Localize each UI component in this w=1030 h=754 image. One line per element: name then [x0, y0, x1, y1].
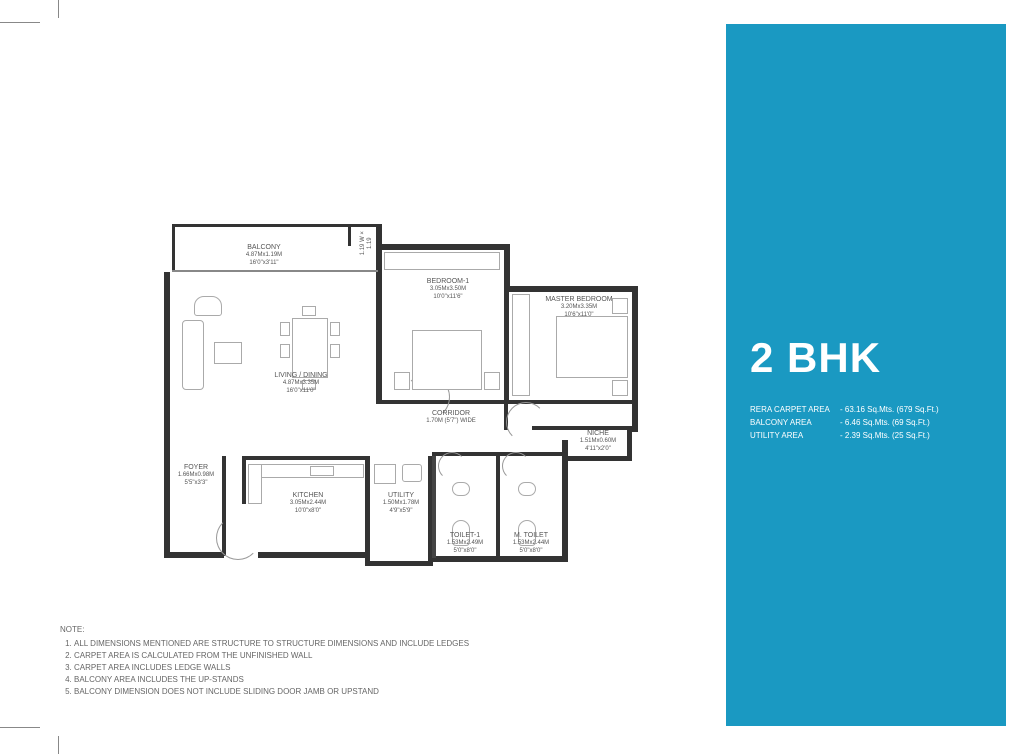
dining-chair: [280, 322, 290, 336]
wall: [504, 244, 510, 292]
floor-plan: BALCONY 4.87Mx1.19M 16'0"x3'11" BEDROOM-…: [160, 220, 640, 570]
sofa: [182, 320, 204, 390]
wall: [562, 456, 632, 461]
room-label-balcony: BALCONY 4.87Mx1.19M 16'0"x3'11": [224, 244, 304, 267]
room-label-master: MASTER BEDROOM 3.20Mx3.35M 10'6"x11'0": [534, 296, 624, 319]
area-value: - 63.16 Sq.Mts. (679 Sq.Ft.): [840, 404, 982, 417]
room-label-corridor: CORRIDOR 1.70M (5'7") WIDE: [396, 410, 506, 426]
wall: [348, 224, 380, 227]
area-value: - 2.39 Sq.Mts. (25 Sq.Ft.): [840, 430, 982, 443]
wall: [164, 272, 170, 558]
crop-mark: [58, 0, 59, 18]
room-label-duct: 1.19 W × 1.19: [360, 228, 374, 258]
kitchen-counter: [248, 464, 262, 504]
notes-heading: NOTE:: [60, 624, 469, 636]
room-label-bedroom1: BEDROOM-1 3.05Mx3.50M 10'0"x11'6": [408, 278, 488, 301]
crop-mark: [0, 727, 40, 728]
note-item: BALCONY AREA INCLUDES THE UP-STANDS: [74, 674, 469, 686]
note-item: CARPET AREA IS CALCULATED FROM THE UNFIN…: [74, 650, 469, 662]
wall: [172, 224, 175, 272]
nightstand: [612, 380, 628, 396]
wall: [365, 456, 369, 556]
door-arc: [506, 402, 546, 442]
dining-chair: [280, 344, 290, 358]
kitchen-counter: [248, 464, 364, 478]
dining-chair: [330, 344, 340, 358]
room-label-utility: UTILITY 1.50Mx1.78M 4'9"x5'9": [372, 492, 430, 515]
area-table: RERA CARPET AREA - 63.16 Sq.Mts. (679 Sq…: [750, 404, 982, 442]
wall: [376, 244, 510, 250]
area-row: BALCONY AREA - 6.46 Sq.Mts. (69 Sq.Ft.): [750, 417, 982, 430]
room-label-foyer: FOYER 1.66Mx0.98M 5'5"x3'3": [168, 464, 224, 487]
area-label: RERA CARPET AREA: [750, 404, 840, 417]
wall: [242, 456, 370, 460]
room-label-kitchen: KITCHEN 3.05Mx2.44M 10'0"x8'0": [268, 492, 348, 515]
note-item: ALL DIMENSIONS MENTIONED ARE STRUCTURE T…: [74, 638, 469, 650]
wall: [172, 224, 350, 227]
dining-chair: [330, 322, 340, 336]
area-value: - 6.46 Sq.Mts. (69 Sq.Ft.): [840, 417, 982, 430]
bed: [556, 316, 628, 378]
nightstand: [394, 372, 410, 390]
note-item: CARPET AREA INCLUDES LEDGE WALLS: [74, 662, 469, 674]
area-row: UTILITY AREA - 2.39 Sq.Mts. (25 Sq.Ft.): [750, 430, 982, 443]
armchair: [194, 296, 222, 316]
note-item: BALCONY DIMENSION DOES NOT INCLUDE SLIDI…: [74, 686, 469, 698]
bed: [412, 330, 482, 390]
hob: [310, 466, 334, 476]
crop-mark: [0, 22, 40, 23]
notes-block: NOTE: ALL DIMENSIONS MENTIONED ARE STRUC…: [60, 624, 469, 698]
room-label-toilet1: TOILET-1 1.53Mx2.49M 5'0"x8'0": [436, 532, 494, 555]
wardrobe: [384, 252, 500, 270]
crop-mark: [58, 736, 59, 754]
wall: [348, 224, 351, 246]
room-label-niche: NICHE 1.51Mx0.60M 4'11"x2'0": [568, 430, 628, 453]
door-arc: [438, 452, 466, 480]
info-panel: 2 BHK RERA CARPET AREA - 63.16 Sq.Mts. (…: [726, 24, 1006, 726]
area-label: UTILITY AREA: [750, 430, 840, 443]
coffee-table: [214, 342, 242, 364]
room-label-mtoilet: M. TOILET 1.53Mx2.44M 5'0"x8'0": [502, 532, 560, 555]
dining-table: [292, 318, 328, 378]
wall: [504, 286, 509, 404]
door-arc: [502, 452, 530, 480]
dining-chair: [302, 306, 316, 316]
wall: [365, 561, 433, 566]
wall: [504, 286, 638, 292]
notes-list: ALL DIMENSIONS MENTIONED ARE STRUCTURE T…: [60, 638, 469, 698]
door-arc: [216, 516, 260, 560]
wall: [258, 552, 370, 558]
wardrobe: [512, 294, 530, 396]
area-row: RERA CARPET AREA - 63.16 Sq.Mts. (679 Sq…: [750, 404, 982, 417]
wall: [164, 552, 224, 558]
wm: [374, 464, 396, 484]
basin: [518, 482, 536, 496]
room-label-living: LIVING / DINING 4.87Mx3.35M 16'0"x11'0": [256, 372, 346, 395]
nightstand: [484, 372, 500, 390]
unit-type-title: 2 BHK: [750, 334, 982, 382]
wall: [172, 270, 378, 272]
wall: [632, 286, 638, 432]
area-label: BALCONY AREA: [750, 417, 840, 430]
sink: [402, 464, 422, 482]
wall: [242, 456, 246, 504]
basin: [452, 482, 470, 496]
wall: [376, 224, 382, 404]
wall: [496, 452, 500, 558]
